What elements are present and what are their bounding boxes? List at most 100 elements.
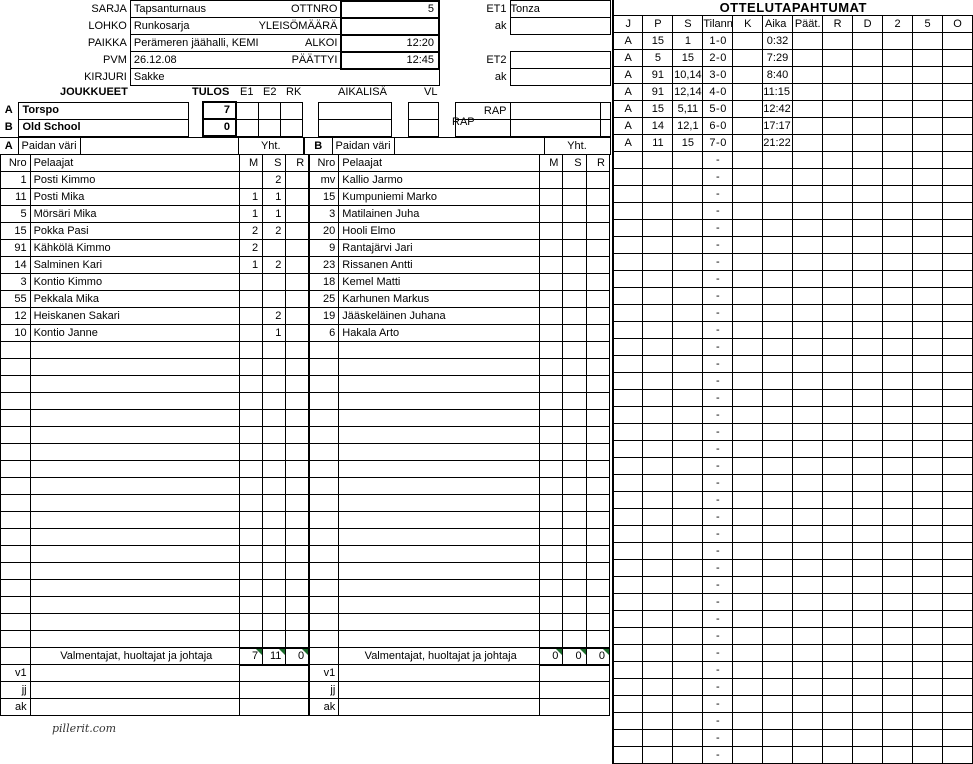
event-5[interactable] — [912, 151, 943, 169]
event-2[interactable] — [882, 355, 914, 373]
player-b-s[interactable] — [562, 443, 587, 461]
player-b-m[interactable] — [539, 188, 564, 206]
event-o[interactable] — [941, 712, 973, 730]
player-b-m[interactable] — [539, 528, 564, 546]
event-s[interactable] — [672, 491, 704, 509]
event-p[interactable]: 11 — [642, 134, 674, 152]
event-tilanne[interactable]: - — [702, 610, 734, 628]
event-5[interactable] — [912, 168, 943, 186]
event-5[interactable] — [912, 457, 943, 475]
event-paat[interactable] — [792, 151, 824, 169]
event-paat[interactable] — [792, 406, 824, 424]
event-s[interactable] — [672, 576, 704, 594]
event-tilanne[interactable]: 2-0 — [702, 49, 734, 67]
event-j[interactable] — [612, 457, 644, 475]
player-b-nro[interactable] — [308, 494, 340, 512]
event-paat[interactable] — [792, 678, 824, 696]
event-aika[interactable] — [762, 678, 794, 696]
player-a-r[interactable] — [285, 188, 310, 206]
event-k[interactable] — [732, 542, 764, 560]
player-b-nro[interactable] — [308, 545, 340, 563]
event-p[interactable] — [642, 559, 674, 577]
player-b-nro[interactable] — [308, 596, 340, 614]
event-paat[interactable] — [792, 270, 824, 288]
player-b-s[interactable] — [562, 205, 587, 223]
event-d[interactable] — [852, 202, 884, 220]
event-5[interactable] — [912, 695, 943, 713]
player-a-s[interactable] — [262, 426, 287, 444]
event-aika[interactable]: 17:17 — [762, 117, 794, 135]
event-s[interactable] — [672, 168, 704, 186]
event-o[interactable] — [941, 134, 973, 152]
event-5[interactable] — [912, 355, 943, 373]
event-r[interactable] — [822, 678, 854, 696]
event-o[interactable] — [941, 406, 973, 424]
event-2[interactable] — [882, 440, 914, 458]
player-b-s[interactable] — [562, 239, 587, 257]
event-p[interactable] — [642, 287, 674, 305]
event-o[interactable] — [941, 559, 973, 577]
player-a-r[interactable] — [285, 511, 310, 529]
player-a-name[interactable] — [29, 596, 240, 614]
player-b-r[interactable] — [585, 511, 611, 529]
event-5[interactable] — [912, 253, 943, 271]
player-a-r[interactable] — [285, 341, 310, 359]
player-a-name[interactable] — [29, 613, 240, 631]
event-p[interactable] — [642, 525, 674, 543]
event-j[interactable]: A — [612, 32, 644, 50]
player-a-s[interactable] — [262, 511, 287, 529]
player-a-r[interactable] — [285, 273, 310, 291]
event-r[interactable] — [822, 304, 854, 322]
event-tilanne[interactable]: - — [702, 440, 734, 458]
player-a-m[interactable] — [238, 273, 264, 291]
player-a-r[interactable] — [285, 307, 310, 325]
event-5[interactable] — [912, 100, 943, 118]
event-paat[interactable] — [792, 185, 824, 203]
player-a-nro[interactable]: 91 — [0, 239, 31, 257]
player-b-s[interactable] — [562, 426, 587, 444]
event-o[interactable] — [941, 389, 973, 407]
event-tilanne[interactable]: - — [702, 270, 734, 288]
event-s[interactable] — [672, 525, 704, 543]
event-s[interactable] — [672, 389, 704, 407]
event-j[interactable] — [612, 253, 644, 271]
event-j[interactable] — [612, 491, 644, 509]
event-j[interactable] — [612, 185, 644, 203]
event-5[interactable] — [912, 406, 943, 424]
event-tilanne[interactable]: - — [702, 593, 734, 611]
player-a-name[interactable] — [29, 409, 240, 427]
player-b-nro[interactable] — [308, 630, 340, 648]
event-p[interactable] — [642, 610, 674, 628]
event-aika[interactable] — [762, 406, 794, 424]
player-a-name[interactable] — [29, 494, 240, 512]
event-paat[interactable] — [792, 440, 824, 458]
event-aika[interactable] — [762, 610, 794, 628]
player-b-name[interactable] — [338, 494, 541, 512]
event-2[interactable] — [882, 338, 914, 356]
event-k[interactable] — [732, 525, 764, 543]
player-b-s[interactable] — [562, 307, 587, 325]
player-a-nro[interactable]: 10 — [0, 324, 31, 342]
event-aika[interactable] — [762, 423, 794, 441]
player-a-r[interactable] — [285, 324, 310, 342]
event-r[interactable] — [822, 83, 854, 101]
player-a-name[interactable] — [29, 545, 240, 563]
player-b-name[interactable] — [338, 392, 541, 410]
event-s[interactable]: 1 — [672, 32, 704, 50]
event-o[interactable] — [941, 355, 973, 373]
player-b-s[interactable] — [562, 562, 587, 580]
event-p[interactable] — [642, 202, 674, 220]
player-b-name[interactable] — [338, 562, 541, 580]
event-r[interactable] — [822, 695, 854, 713]
event-tilanne[interactable]: - — [702, 627, 734, 645]
team-aikalisa-B[interactable] — [317, 118, 392, 137]
player-b-m[interactable] — [539, 307, 564, 325]
player-b-m[interactable] — [539, 222, 564, 240]
player-a-name[interactable] — [29, 562, 240, 580]
event-d[interactable] — [852, 372, 884, 390]
player-b-m[interactable] — [539, 613, 564, 631]
event-o[interactable] — [941, 151, 973, 169]
player-a-s[interactable] — [262, 409, 287, 427]
event-s[interactable]: 12,14 — [672, 83, 704, 101]
event-5[interactable] — [912, 32, 943, 50]
